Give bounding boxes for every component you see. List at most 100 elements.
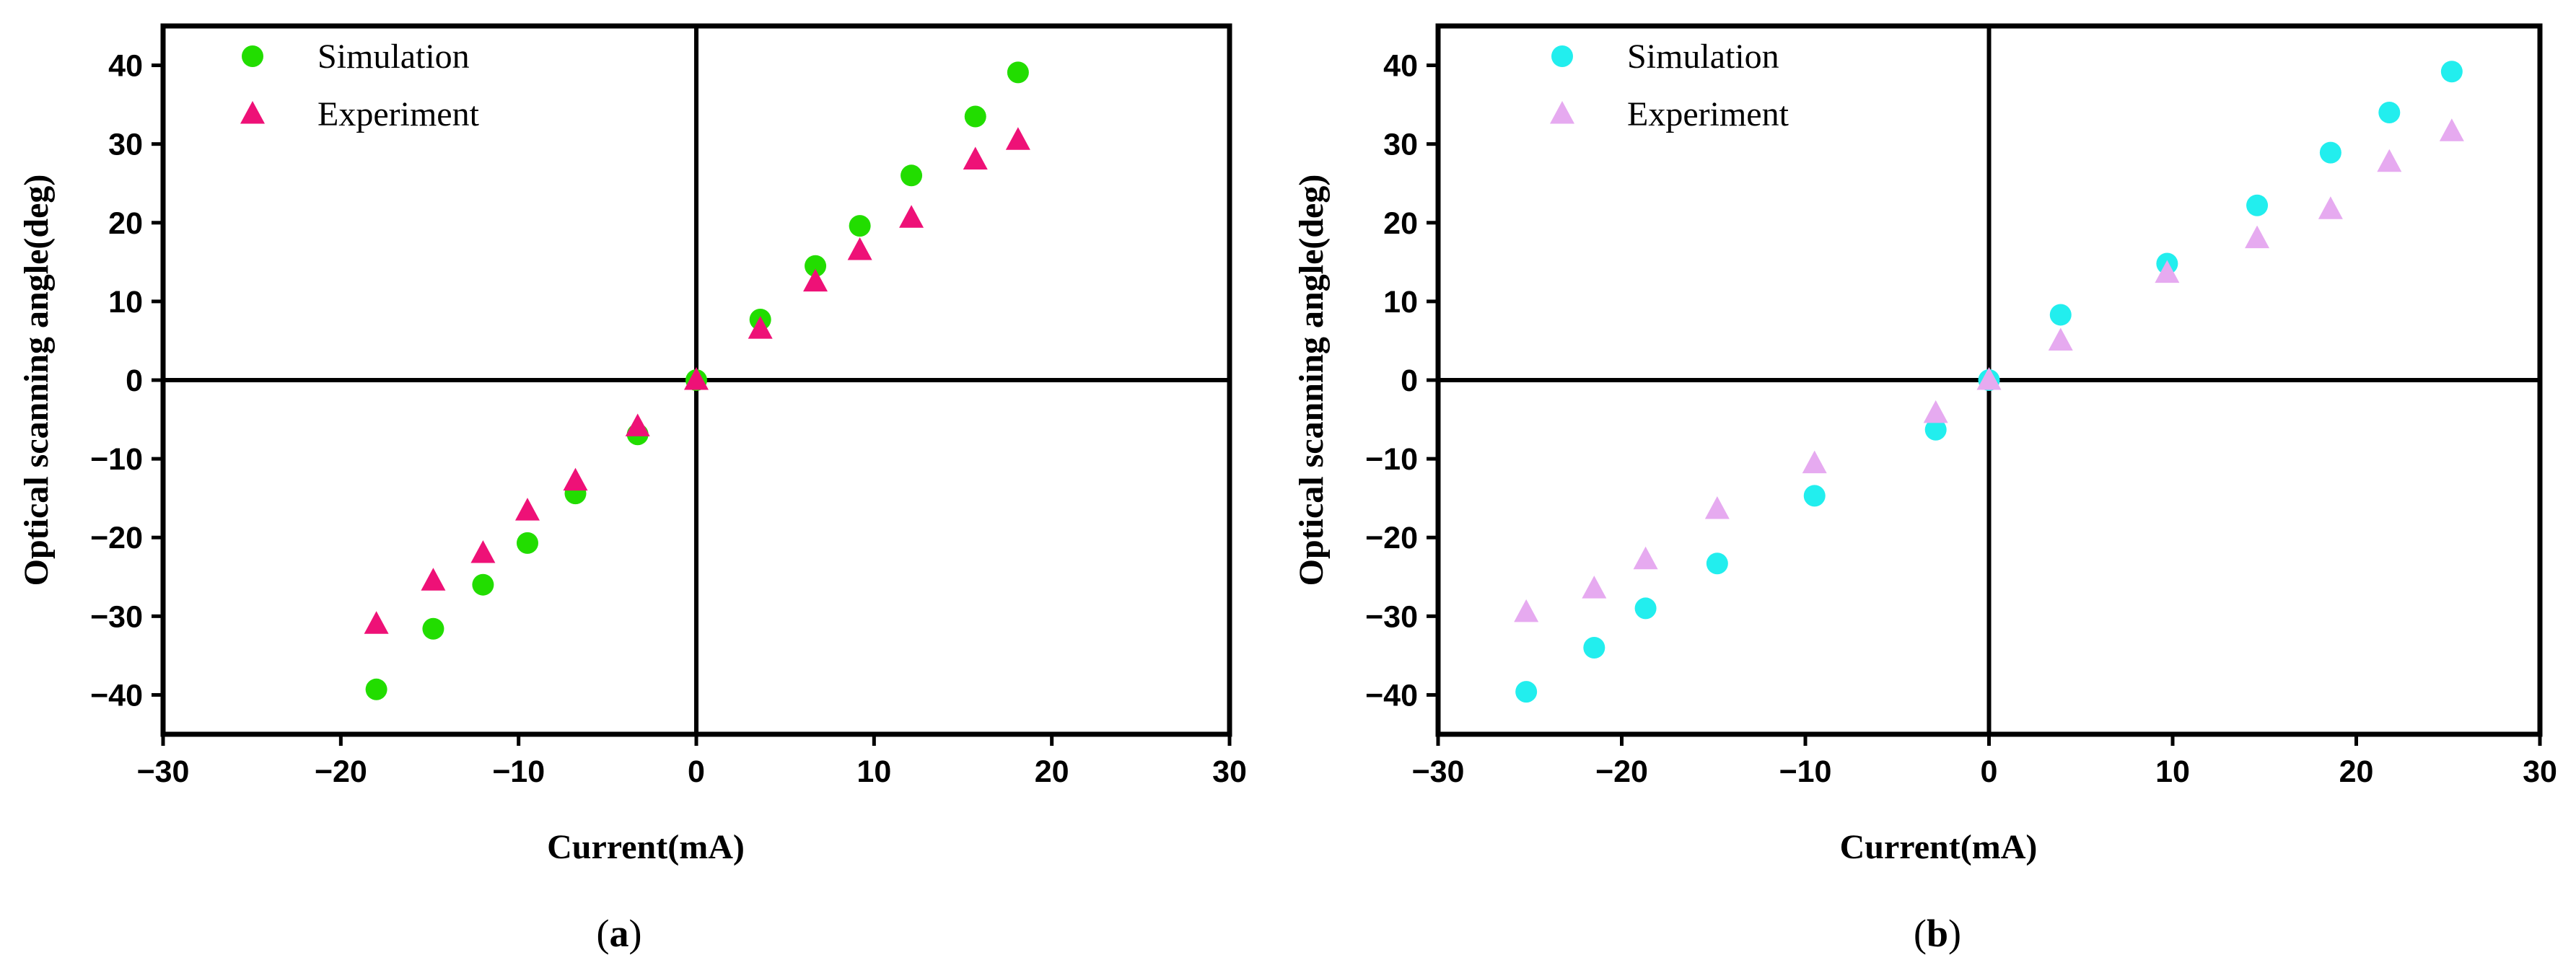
data-point-simulation (472, 573, 494, 596)
x-tick-label: 30 (1212, 754, 1247, 789)
y-tick-label: 10 (108, 285, 143, 320)
data-point-experiment (803, 268, 828, 292)
data-point-experiment (625, 413, 650, 436)
data-point-simulation (1803, 485, 1826, 507)
y-tick-label: 20 (108, 206, 143, 241)
data-point-simulation (1924, 418, 1947, 441)
legend-marker-experiment (240, 101, 265, 124)
data-point-simulation (2319, 141, 2341, 164)
caption-text: (a) (597, 912, 642, 955)
data-point-simulation (365, 678, 387, 700)
y-tick-label: 0 (126, 364, 143, 398)
data-point-experiment (1923, 400, 1948, 423)
legend-label-experiment: Experiment (317, 95, 480, 133)
x-tick-label: 30 (2523, 754, 2557, 789)
x-tick-label: 20 (1035, 754, 1069, 789)
panel-caption: (a) (597, 912, 642, 955)
y-tick-label: 30 (108, 128, 143, 162)
y-tick-label: −20 (1365, 521, 1418, 555)
data-point-simulation (849, 215, 871, 237)
data-point-experiment (1514, 599, 1539, 622)
x-tick-label: −30 (137, 754, 190, 789)
series-experiment (364, 127, 1030, 634)
legend: Simulation Experiment (1550, 38, 1789, 133)
x-tick-label: 10 (857, 754, 891, 789)
data-point-simulation (1515, 681, 1538, 703)
data-point-experiment (1005, 127, 1030, 150)
x-tick-label: 0 (688, 754, 705, 789)
caption-close-paren: ) (1948, 912, 1961, 955)
y-tick-label: −10 (90, 442, 143, 477)
data-point-experiment (2439, 118, 2464, 141)
data-point-experiment (2048, 327, 2073, 351)
data-point-experiment (563, 467, 588, 491)
series-experiment (1514, 118, 2464, 622)
y-tick-label: −40 (90, 678, 143, 713)
y-tick-label: 20 (1383, 206, 1418, 241)
y-axis-title: Optical scanning angle(deg) (17, 175, 56, 586)
data-point-experiment (2155, 260, 2180, 283)
caption-text: (b) (1914, 912, 1961, 955)
data-point-experiment (2245, 225, 2270, 249)
data-point-simulation (2246, 194, 2269, 216)
legend-marker-experiment (1550, 101, 1574, 124)
x-tick-label: −10 (492, 754, 545, 789)
x-tick-label: 10 (2155, 754, 2190, 789)
y-axis-title: Optical scanning angle(deg) (1292, 175, 1331, 586)
data-point-experiment (1582, 576, 1607, 599)
x-tick-label: 0 (1981, 754, 1998, 789)
data-point-experiment (470, 540, 496, 563)
data-point-experiment (847, 237, 872, 260)
legend-label-simulation: Simulation (317, 38, 470, 76)
caption-letter: b (1927, 912, 1948, 955)
x-tick-label: −10 (1779, 754, 1832, 789)
y-tick-label: −40 (1365, 678, 1418, 713)
x-tick-label: −20 (315, 754, 367, 789)
y-tick-label: −20 (90, 521, 143, 555)
data-point-simulation (964, 105, 986, 128)
y-tick-label: 40 (1383, 49, 1418, 84)
data-point-simulation (422, 617, 444, 640)
legend-marker-simulation (242, 45, 263, 67)
legend-label-simulation: Simulation (1627, 38, 1779, 76)
x-tick-label: −20 (1595, 754, 1648, 789)
caption-open-paren: ( (597, 912, 610, 955)
x-axis-title: Current(mA) (547, 828, 745, 866)
data-point-simulation (901, 164, 923, 187)
data-point-experiment (748, 316, 773, 339)
caption-close-paren: ) (629, 912, 642, 955)
data-point-experiment (1704, 496, 1730, 519)
x-tick-label: 20 (2339, 754, 2374, 789)
y-tick-label: 40 (108, 49, 143, 84)
data-point-simulation (805, 255, 827, 277)
data-point-experiment (963, 146, 988, 169)
x-axis-title: Current(mA) (1840, 828, 2038, 866)
data-point-simulation (2049, 304, 2072, 326)
data-point-simulation (1007, 61, 1029, 84)
data-point-simulation (2440, 61, 2463, 83)
data-point-experiment (421, 568, 446, 591)
y-tick-label: 10 (1383, 285, 1418, 320)
y-tick-label: −30 (90, 599, 143, 634)
data-point-experiment (684, 367, 709, 390)
x-tick-label: −30 (1412, 754, 1465, 789)
data-point-experiment (1976, 367, 2002, 390)
legend: Simulation Experiment (240, 38, 480, 133)
y-tick-label: 0 (1401, 364, 1418, 398)
data-point-experiment (1802, 450, 1827, 474)
legend-label-experiment: Experiment (1627, 95, 1789, 133)
data-point-simulation (1634, 597, 1657, 620)
panel-b: −30 −20 −10 0 10 20 30 −40 −30 −20 −10 0 10 20 30 40 Cur… (1292, 23, 2557, 955)
y-tick-label: −10 (1365, 442, 1418, 477)
data-point-experiment (364, 611, 389, 634)
data-point-experiment (2318, 196, 2343, 219)
y-tick-label: 30 (1383, 128, 1418, 162)
data-point-experiment (514, 498, 540, 521)
data-point-experiment (2377, 149, 2402, 172)
caption-open-paren: ( (1914, 912, 1927, 955)
data-point-experiment (1633, 546, 1658, 570)
panel-caption: (b) (1914, 912, 1961, 955)
data-point-experiment (899, 205, 924, 228)
data-point-simulation (1583, 636, 1605, 659)
